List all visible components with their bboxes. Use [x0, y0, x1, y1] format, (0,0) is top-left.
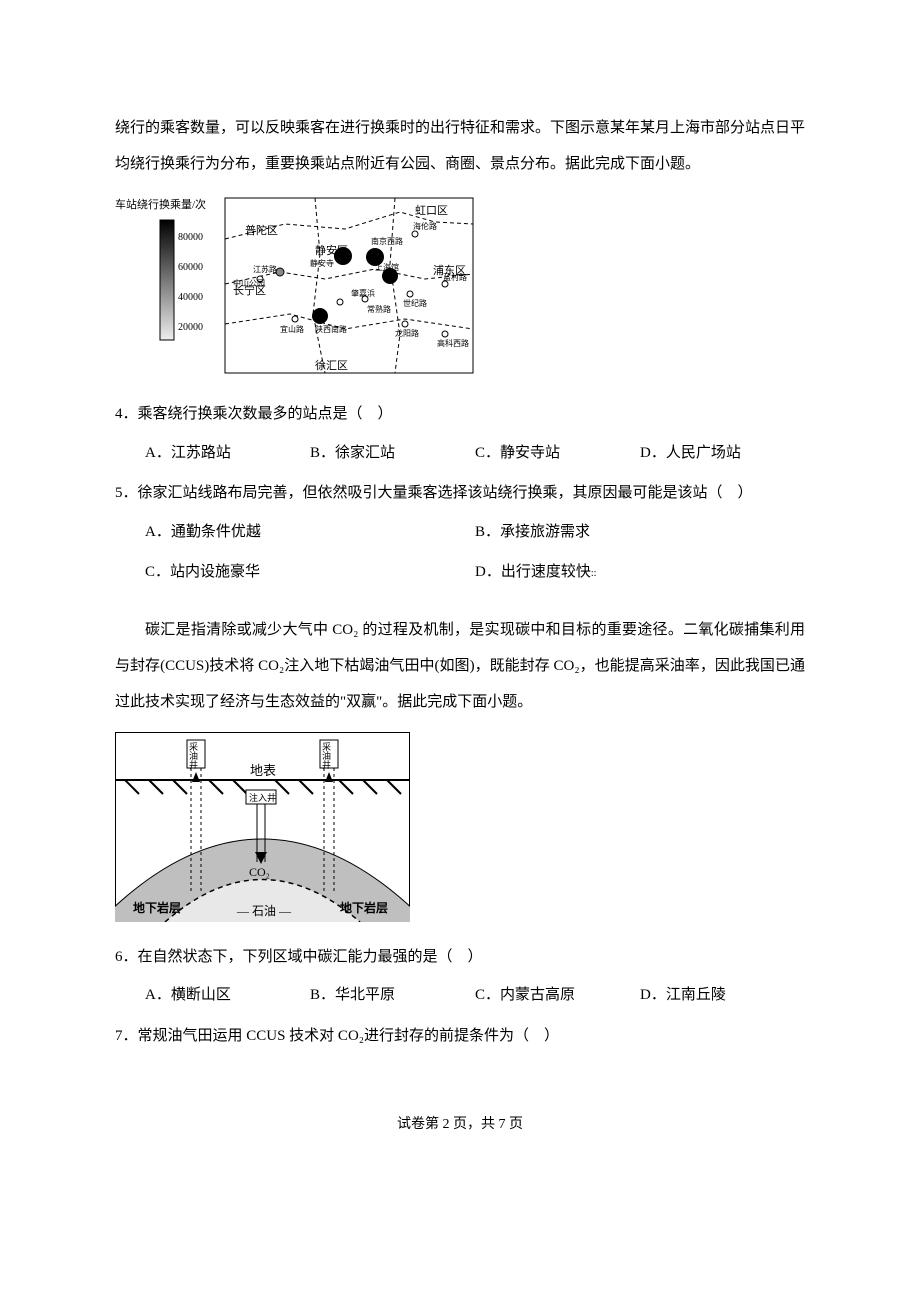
page-footer: 试卷第 2 页，共 7 页 [115, 1113, 805, 1133]
question-7: 7．常规油气田运用 CCUS 技术对 CO₂进行封存的前提条件为（ ） [115, 1019, 805, 1054]
passage-2-text: 碳汇是指清除或减少大气中 CO₂ 的过程及机制，是实现碳中和目标的重要途径。二氧… [115, 622, 805, 710]
q4-opt-c: C．静安寺站 [475, 436, 640, 471]
question-5: 5．徐家汇站线路布局完善，但依然吸引大量乘客选择该站绕行换乘，其原因最可能是该站… [115, 476, 805, 511]
question-4: 4．乘客绕行换乘次数最多的站点是（ ） [115, 397, 805, 432]
svg-text:肇嘉浜: 肇嘉浜 [351, 288, 375, 298]
q5-opt-b: B．承接旅游需求 [475, 515, 805, 550]
legend-tick: 20000 [178, 322, 203, 333]
svg-text:井: 井 [189, 759, 198, 770]
svg-text:海伦路: 海伦路 [413, 221, 437, 231]
figure-2-ccus: 地表 地下岩层 地下岩层 — 石油 — 采 油 井 采 油 井 [115, 732, 805, 922]
small-mark: :: [591, 568, 597, 579]
q4-stem: 4．乘客绕行换乘次数最多的站点是（ ） [115, 406, 393, 422]
svg-text:高科西路: 高科西路 [437, 338, 469, 348]
passage-1-text: 绕行的乘客数量，可以反映乘客在进行换乘时的出行特征和需求。下图示意某年某月上海市… [115, 120, 805, 172]
svg-text:中山公园: 中山公园 [233, 278, 265, 288]
q6-stem: 6．在自然状态下，下列区域中碳汇能力最强的是（ ） [115, 949, 483, 965]
q6-opt-b: B．华北平原 [310, 978, 475, 1013]
q5-opt-c: C．站内设施豪华 [145, 555, 475, 590]
q7-stem: 7．常规油气田运用 CCUS 技术对 CO₂进行封存的前提条件为（ ） [115, 1028, 559, 1044]
q5-options-row1: A．通勤条件优越 B．承接旅游需求 [115, 515, 805, 550]
question-6: 6．在自然状态下，下列区域中碳汇能力最强的是（ ） [115, 940, 805, 975]
svg-text:静安寺: 静安寺 [310, 258, 334, 268]
svg-text:— 石油 —: — 石油 — [236, 904, 292, 918]
footer-text: 试卷第 2 页，共 7 页 [397, 1117, 523, 1132]
svg-text:上海馆: 上海馆 [375, 262, 399, 272]
svg-text:宜山路: 宜山路 [280, 324, 304, 334]
q4-opt-a: A．江苏路站 [145, 436, 310, 471]
svg-text:陕西南路: 陕西南路 [315, 324, 347, 334]
svg-text:世纪路: 世纪路 [403, 298, 427, 308]
q4-opt-b: B．徐家汇站 [310, 436, 475, 471]
q6-options: A．横断山区 B．华北平原 C．内蒙古高原 D．江南丘陵 [115, 978, 805, 1013]
passage-2: 碳汇是指清除或减少大气中 CO₂ 的过程及机制，是实现碳中和目标的重要途径。二氧… [115, 612, 805, 720]
q5-opt-a: A．通勤条件优越 [145, 515, 475, 550]
legend-title: 车站绕行换乘量/次 [115, 197, 206, 211]
svg-text:地下岩层: 地下岩层 [340, 900, 388, 915]
q4-options: A．江苏路站 B．徐家汇站 C．静安寺站 D．人民广场站 [115, 436, 805, 471]
q5-options-row2: C．站内设施豪华 D．出行速度较快:: [115, 555, 805, 590]
svg-text:注入井: 注入井 [249, 792, 276, 803]
svg-text:井: 井 [322, 759, 331, 770]
figure-1-map: 车站绕行换乘量/次 80000 60000 40000 20000 普陀区 静安… [115, 194, 805, 379]
svg-text:地下岩层: 地下岩层 [133, 900, 181, 915]
q5-opt-d: D．出行速度较快:: [475, 555, 805, 590]
svg-text:徐汇区: 徐汇区 [315, 358, 348, 372]
svg-text:龙阳路: 龙阳路 [395, 328, 419, 338]
svg-text:江苏路: 江苏路 [253, 264, 277, 274]
q5-stem: 5．徐家汇站线路布局完善，但依然吸引大量乘客选择该站绕行换乘，其原因最可能是该站… [115, 485, 753, 501]
q4-opt-d: D．人民广场站 [640, 436, 805, 471]
q6-opt-d: D．江南丘陵 [640, 978, 805, 1013]
svg-text:普陀区: 普陀区 [245, 223, 278, 237]
svg-text:CO₂: CO₂ [249, 865, 270, 879]
label-surface: 地表 [250, 763, 276, 778]
station-labels: 海伦路 南京西路 上海馆 静安寺 江苏路 中山公园 宜山路 陕西南路 肇嘉浜 常… [233, 221, 469, 348]
svg-text:蓝村路: 蓝村路 [443, 272, 467, 282]
q6-opt-c: C．内蒙古高原 [475, 978, 640, 1013]
passage-1: 绕行的乘客数量，可以反映乘客在进行换乘时的出行特征和需求。下图示意某年某月上海市… [115, 110, 805, 182]
svg-text:南京西路: 南京西路 [371, 236, 403, 246]
svg-text:虹口区: 虹口区 [415, 204, 448, 217]
legend-tick: 40000 [178, 292, 203, 303]
q6-opt-a: A．横断山区 [145, 978, 310, 1013]
svg-text:常熟路: 常熟路 [367, 304, 391, 314]
legend-tick: 60000 [178, 262, 203, 273]
legend-tick: 80000 [178, 232, 203, 243]
